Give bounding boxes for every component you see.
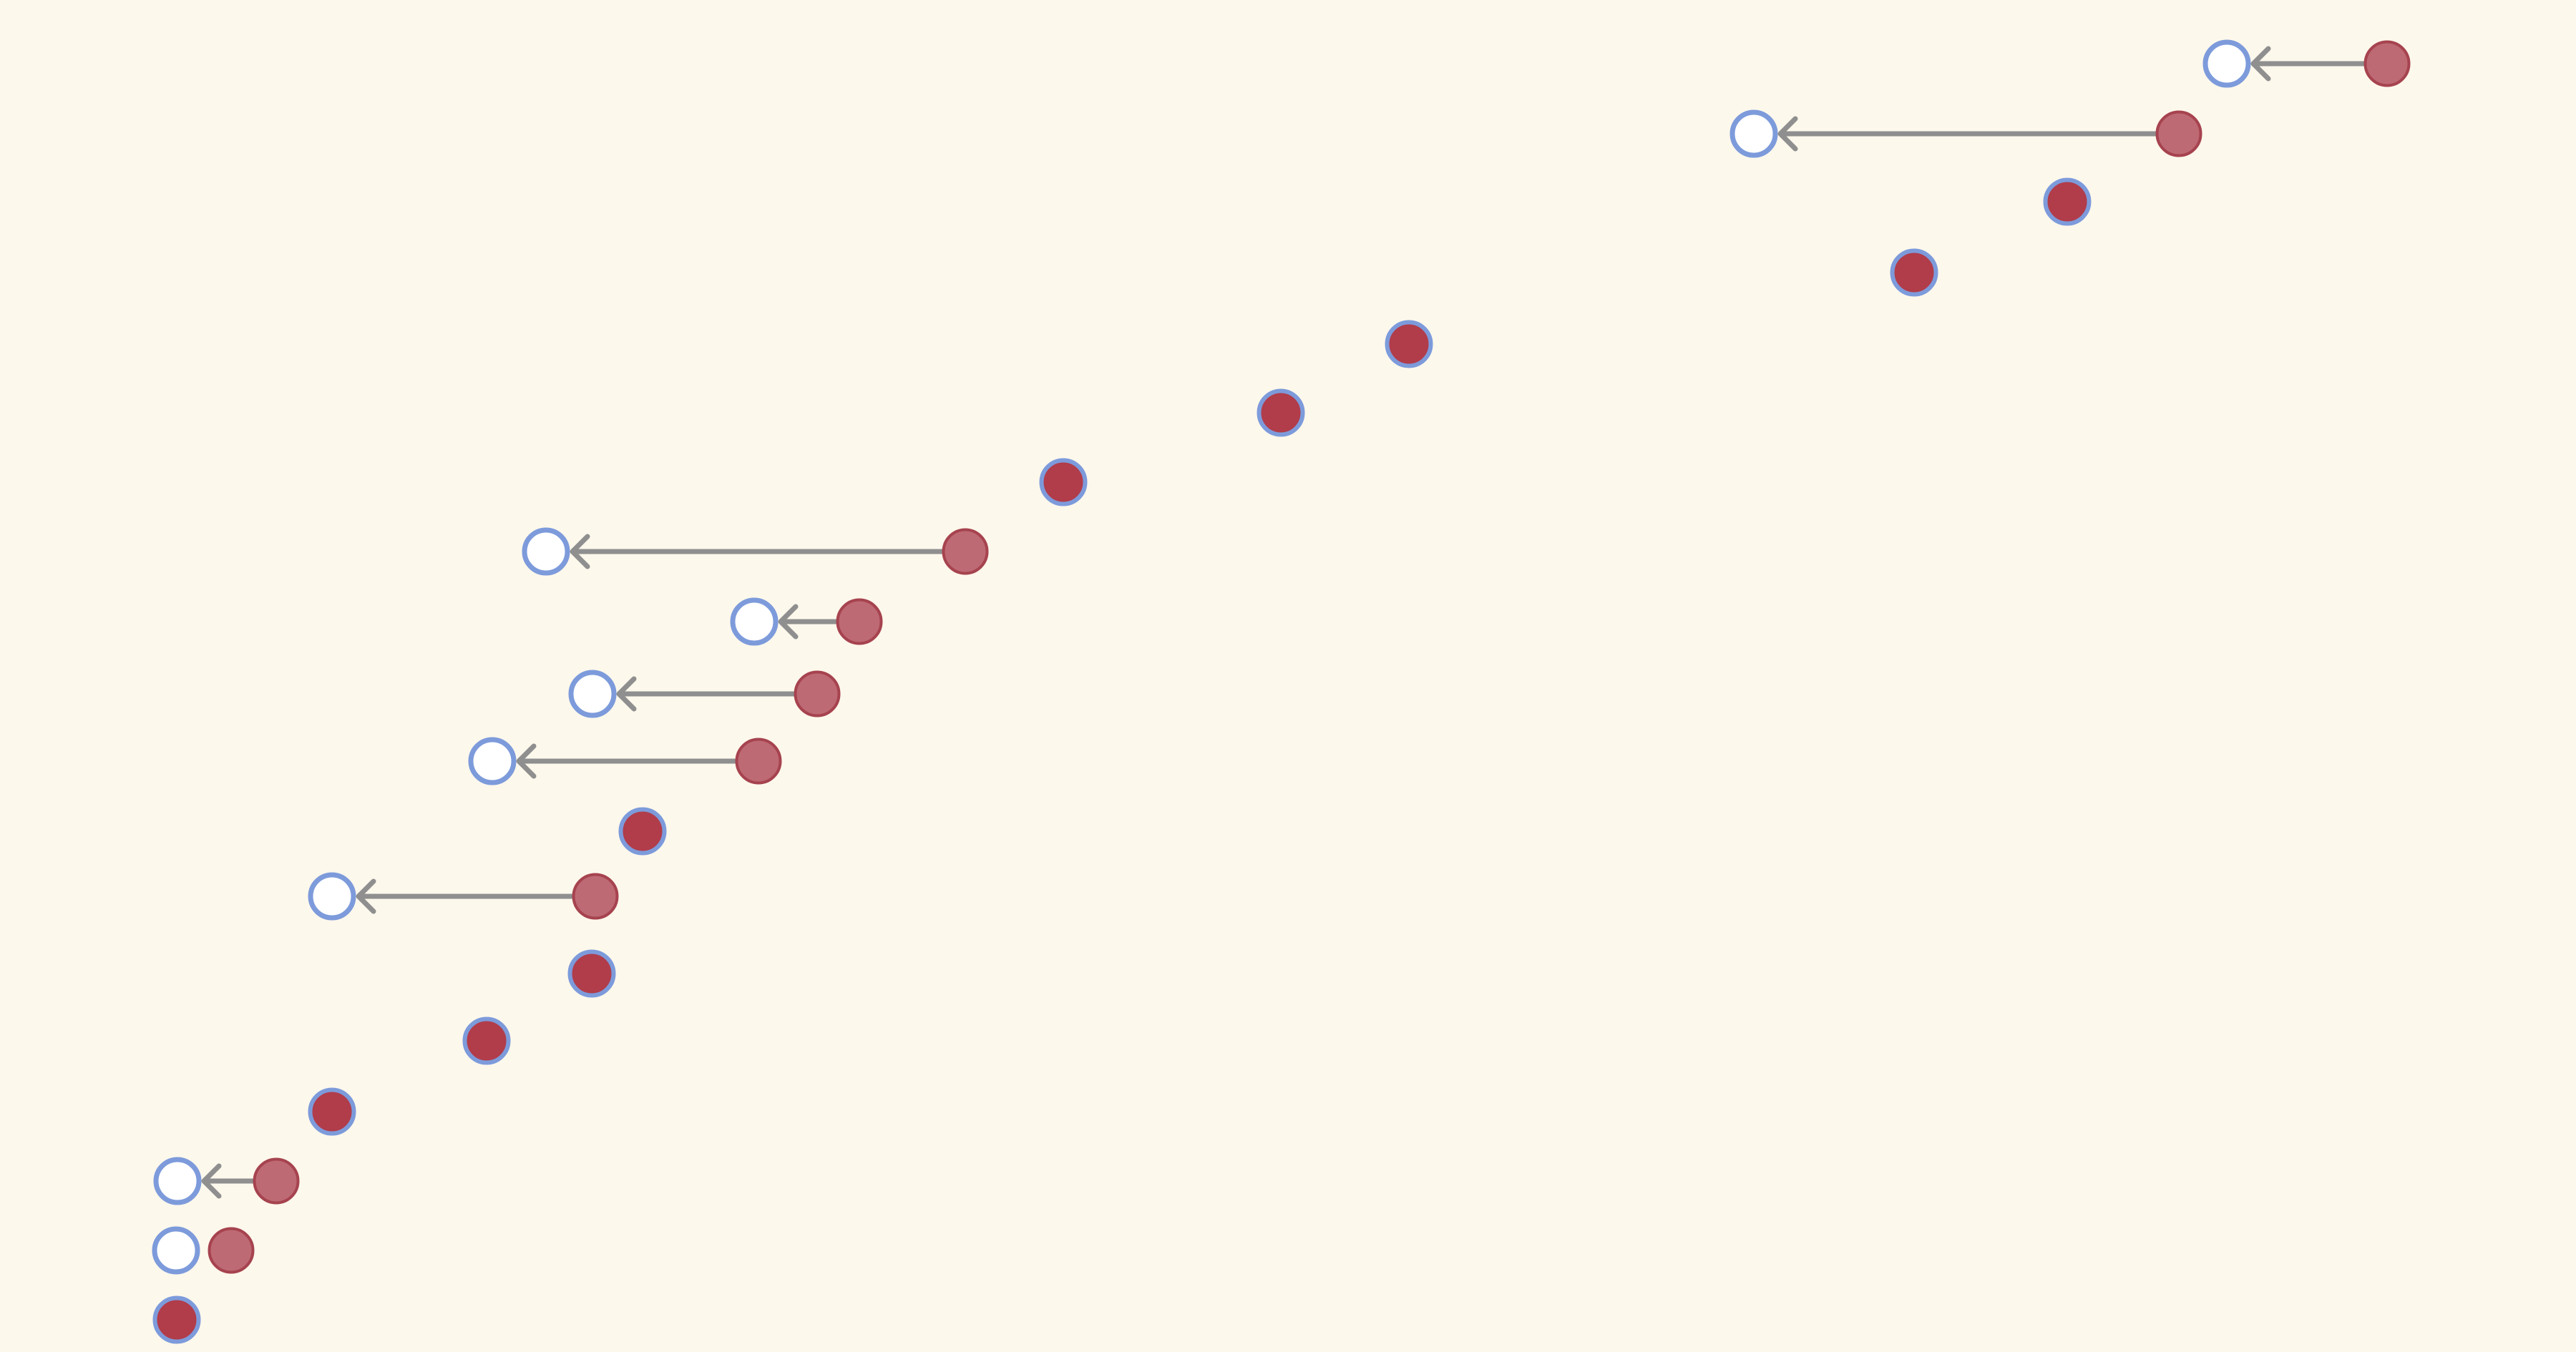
unchanged-value-dot — [1385, 320, 1433, 368]
data-row — [522, 527, 989, 576]
data-row — [1039, 458, 1088, 506]
data-row — [468, 737, 782, 785]
data-row — [308, 872, 619, 921]
data-row — [618, 807, 667, 856]
data-row — [1729, 109, 2202, 158]
previous-value-dot — [2155, 110, 2202, 157]
change-arrow — [616, 676, 796, 712]
data-row — [567, 949, 616, 998]
previous-value-dot — [836, 598, 883, 645]
data-row — [2043, 177, 2092, 226]
previous-value-dot — [794, 670, 841, 717]
previous-value-dot — [2363, 40, 2411, 87]
unchanged-value-dot — [462, 1017, 511, 1065]
current-value-marker — [308, 872, 356, 921]
change-arrow — [1777, 116, 2158, 152]
current-value-marker — [2202, 39, 2251, 88]
data-row — [2202, 39, 2411, 88]
change-arrow — [516, 743, 738, 779]
previous-value-dot — [942, 528, 989, 575]
current-value-marker — [1729, 109, 1778, 158]
previous-value-dot — [735, 738, 782, 785]
change-arrow — [356, 878, 575, 914]
data-row — [153, 1157, 300, 1205]
unchanged-value-dot — [2043, 177, 2092, 226]
current-value-marker — [522, 527, 570, 576]
data-row — [308, 1087, 356, 1136]
data-row — [152, 1295, 201, 1344]
change-arrow — [2250, 46, 2366, 82]
unchanged-value-dot — [567, 949, 616, 998]
unchanged-value-dot — [1039, 458, 1088, 506]
data-row — [1385, 320, 1433, 368]
unchanged-value-dot — [618, 807, 667, 856]
unchanged-value-dot — [1890, 248, 1938, 297]
change-arrow — [778, 604, 839, 640]
current-value-marker — [568, 670, 617, 718]
data-row — [462, 1017, 511, 1065]
current-value-marker — [730, 597, 779, 646]
data-row — [568, 670, 841, 718]
change-arrow — [201, 1163, 255, 1199]
previous-value-dot — [208, 1227, 255, 1274]
current-value-marker — [468, 737, 517, 785]
data-row — [152, 1226, 255, 1275]
plot-rows — [152, 39, 2411, 1344]
data-row — [1890, 248, 1938, 297]
current-value-marker — [152, 1226, 200, 1275]
unchanged-value-dot — [152, 1295, 201, 1344]
unchanged-value-dot — [308, 1087, 356, 1136]
data-row — [1257, 388, 1305, 437]
data-row — [730, 597, 883, 646]
unchanged-value-dot — [1257, 388, 1305, 437]
change-arrow — [570, 534, 945, 569]
current-value-marker — [153, 1157, 202, 1205]
previous-value-dot — [253, 1157, 300, 1205]
previous-value-dot — [572, 873, 619, 920]
